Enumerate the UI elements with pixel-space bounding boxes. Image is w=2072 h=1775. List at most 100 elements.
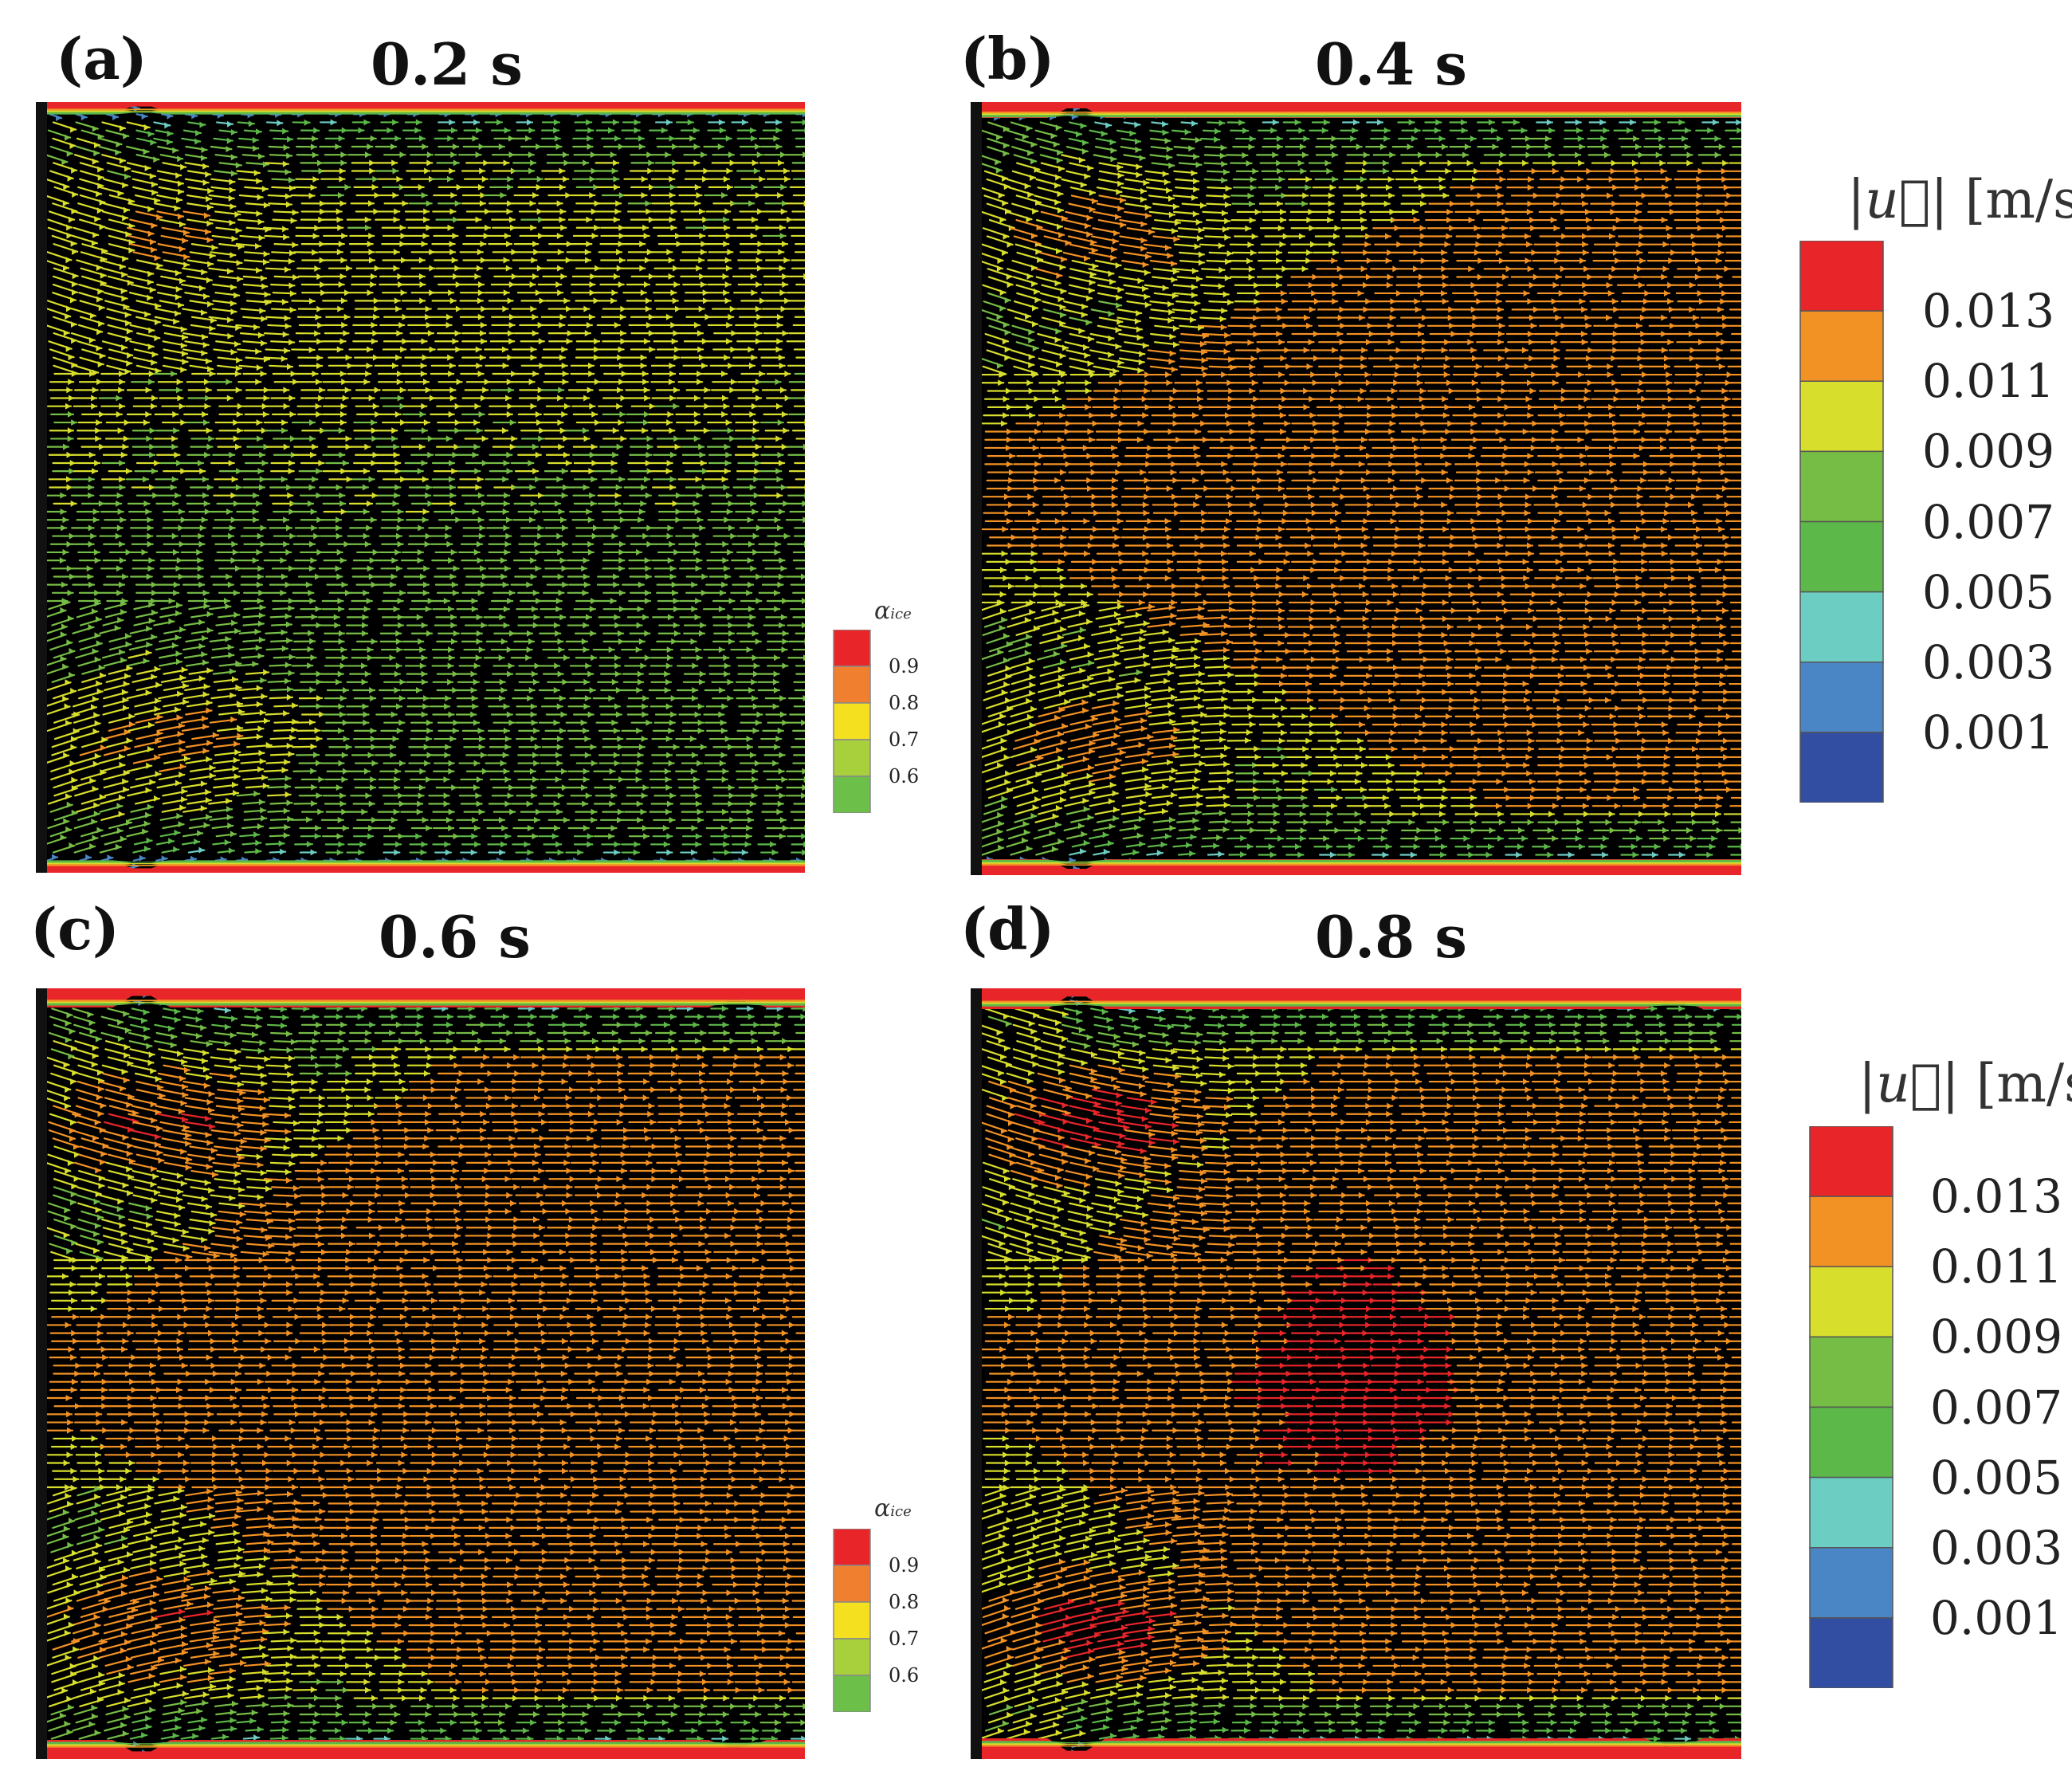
velocity-arrow-head bbox=[610, 151, 616, 159]
velocity-arrow-head bbox=[750, 500, 756, 507]
velocity-arrow-head bbox=[751, 654, 758, 662]
velocity-arrow-head bbox=[473, 719, 480, 726]
velocity-arrow-head bbox=[66, 150, 73, 157]
velocity-arrow-head bbox=[780, 614, 787, 621]
velocity-arrow-head bbox=[509, 313, 516, 320]
velocity-arrow-head bbox=[724, 354, 730, 361]
velocity-arrow-head bbox=[635, 776, 642, 783]
velocity-arrow-head bbox=[509, 808, 516, 815]
velocity-arrow-head bbox=[288, 257, 294, 265]
velocity-arrow-head bbox=[472, 703, 478, 710]
velocity-arrow-head bbox=[100, 272, 106, 279]
velocity-arrow-head bbox=[557, 249, 563, 256]
velocity-arrow-head bbox=[500, 573, 507, 580]
velocity-arrow-head bbox=[614, 654, 620, 662]
velocity-arrow-head bbox=[558, 443, 564, 450]
velocity-arrow-head bbox=[212, 732, 218, 739]
velocity-arrow-head bbox=[90, 704, 96, 711]
velocity-arrow-head bbox=[530, 403, 536, 410]
velocity-arrow-head bbox=[756, 151, 763, 159]
velocity-arrow-head bbox=[618, 143, 624, 150]
velocity-arrow-head bbox=[443, 792, 449, 799]
velocity-arrow-head bbox=[62, 548, 69, 556]
velocity-arrow-head bbox=[285, 791, 291, 798]
velocity-arrow-head bbox=[472, 509, 478, 516]
velocity-arrow-head bbox=[399, 387, 406, 394]
velocity-arrow-head bbox=[206, 756, 212, 763]
velocity-arrow-head bbox=[728, 800, 734, 807]
velocity-arrow-head bbox=[697, 719, 704, 726]
velocity-arrow-head bbox=[362, 703, 368, 710]
velocity-arrow-head bbox=[583, 703, 590, 710]
velocity-arrow-head bbox=[618, 257, 625, 264]
velocity-arrow-head bbox=[499, 695, 505, 702]
velocity-arrow-head bbox=[318, 167, 324, 175]
velocity-arrow-head bbox=[154, 705, 160, 713]
velocity-arrow-head bbox=[782, 662, 788, 670]
velocity-arrow-head bbox=[779, 816, 786, 823]
velocity-arrow-head bbox=[423, 208, 430, 215]
velocity-arrow-head bbox=[179, 403, 185, 410]
velocity-arrow-head bbox=[583, 573, 589, 580]
velocity-arrow-head bbox=[500, 638, 507, 645]
velocity-arrow-head bbox=[666, 800, 673, 807]
velocity-arrow-head bbox=[121, 344, 128, 351]
velocity-arrow-head bbox=[698, 678, 704, 685]
velocity-arrow-head bbox=[559, 167, 565, 175]
velocity-arrow-head bbox=[151, 468, 158, 475]
velocity-arrow-head bbox=[722, 768, 728, 775]
velocity-arrow-head bbox=[394, 410, 401, 418]
velocity-arrow-head bbox=[71, 809, 77, 816]
velocity-arrow-head bbox=[309, 540, 316, 548]
velocity-arrow-head bbox=[784, 370, 791, 377]
velocity-arrow-head bbox=[175, 780, 181, 787]
velocity-arrow-head bbox=[699, 451, 705, 458]
velocity-arrow-head bbox=[529, 484, 536, 491]
velocity-arrow-head bbox=[121, 295, 128, 302]
velocity-arrow-head bbox=[145, 387, 151, 394]
velocity-arrow-head bbox=[536, 598, 542, 605]
velocity-arrow-head bbox=[258, 153, 265, 160]
velocity-arrow-head bbox=[281, 767, 288, 774]
velocity-arrow-head bbox=[202, 691, 209, 698]
velocity-arrow-head bbox=[147, 279, 153, 286]
velocity-arrow-head bbox=[618, 362, 625, 369]
velocity-arrow-head bbox=[180, 419, 186, 426]
velocity-arrow-head bbox=[780, 208, 787, 215]
velocity-arrow-head bbox=[534, 662, 540, 670]
velocity-arrow-head bbox=[338, 241, 344, 248]
velocity-arrow-head bbox=[422, 379, 429, 386]
velocity-arrow-head bbox=[485, 224, 491, 231]
velocity-arrow-head bbox=[369, 686, 375, 693]
velocity-arrow-head bbox=[119, 403, 125, 410]
velocity-arrow-head bbox=[96, 207, 103, 214]
velocity-arrow-head bbox=[699, 273, 705, 280]
velocity-arrow-head bbox=[182, 334, 188, 341]
velocity-arrow-head bbox=[171, 370, 177, 377]
velocity-arrow-head bbox=[614, 760, 620, 767]
velocity-arrow-head bbox=[558, 646, 564, 654]
velocity-arrow-head bbox=[368, 395, 375, 402]
velocity-arrow-head bbox=[343, 540, 350, 548]
velocity-arrow-head bbox=[772, 760, 779, 767]
velocity-arrow-head bbox=[286, 799, 292, 807]
velocity-arrow-head bbox=[611, 167, 618, 175]
velocity-arrow-head bbox=[449, 573, 456, 580]
velocity-arrow-head bbox=[611, 289, 618, 296]
velocity-arrow-head bbox=[594, 338, 600, 345]
velocity-arrow-head bbox=[230, 300, 236, 307]
velocity-arrow-head bbox=[693, 548, 700, 556]
velocity-arrow-head bbox=[207, 366, 214, 373]
velocity-arrow-head bbox=[618, 419, 624, 426]
velocity-arrow-head bbox=[154, 666, 160, 673]
velocity-arrow-head bbox=[610, 784, 616, 791]
velocity-arrow-head bbox=[147, 532, 153, 540]
velocity-arrow-head bbox=[669, 476, 676, 483]
velocity-arrow-head bbox=[308, 500, 314, 507]
velocity-arrow-head bbox=[167, 112, 173, 120]
velocity-arrow-head bbox=[399, 403, 406, 410]
velocity-arrow-head bbox=[66, 484, 73, 491]
velocity-arrow-head bbox=[636, 727, 642, 734]
velocity-arrow-head bbox=[669, 792, 676, 799]
velocity-arrow-head bbox=[201, 309, 207, 316]
